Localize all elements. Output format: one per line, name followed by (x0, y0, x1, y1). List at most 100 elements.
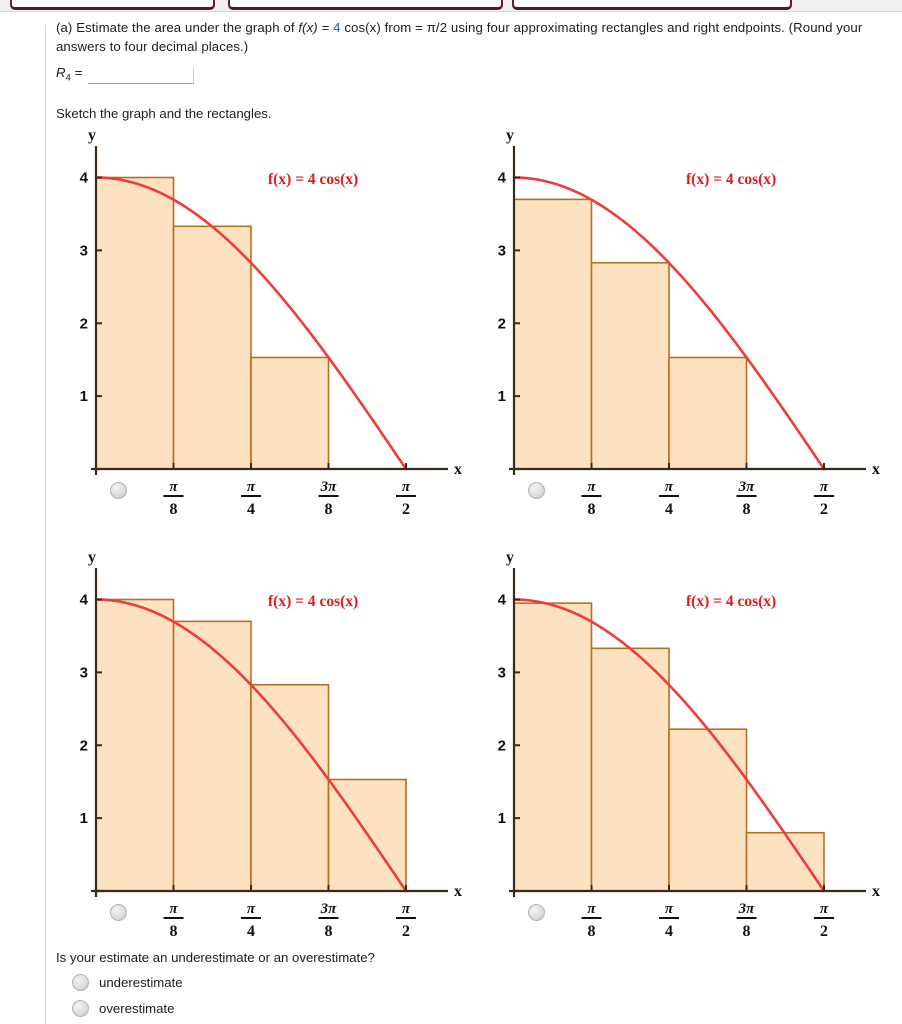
x-axis-label: x (872, 461, 880, 478)
bar-1 (513, 198, 593, 470)
y-axis-label: y (506, 549, 514, 566)
bar-3 (668, 356, 748, 470)
equals-1: = (317, 20, 334, 35)
option-overestimate[interactable]: overestimate (72, 1000, 656, 1017)
y-tick-label-1: 1 (80, 810, 88, 827)
browser-tab-1[interactable] (10, 0, 215, 10)
y-tick-label-1: 1 (498, 388, 506, 405)
function-notation: f(x) (298, 20, 318, 35)
y-tick-label-2: 2 (80, 737, 88, 754)
answer-label-subscript: 4 (65, 72, 71, 84)
question-statement: (a) Estimate the area under the graph of… (56, 18, 892, 56)
x-tick-denominator-4: 2 (402, 501, 410, 518)
function-curve (512, 598, 826, 893)
y-tick-label-3: 3 (80, 664, 88, 681)
browser-tab-strip (0, 0, 902, 12)
chart-option-b[interactable]: 1 2 3 4 π 8 π 4 3π 8 π 2 x y f(x) = 4 cos(x) (474, 124, 892, 546)
function-label: f(x) = 4 cos(x) (686, 171, 776, 188)
x-tick-denominator-1: 8 (170, 923, 178, 940)
radio-chart-b[interactable] (528, 482, 545, 499)
chart-row-top: 1 2 3 4 π 8 π 4 3π 8 π 2 x y f(x) = 4 cos(x) 1 2 3 4 π 8 π 4 3… (56, 124, 892, 546)
question-text-1: Estimate the area under the graph of (76, 20, 299, 35)
y-tick-label-2: 2 (498, 315, 506, 332)
y-tick-label-4: 4 (498, 592, 507, 609)
x-tick-denominator-3: 8 (743, 501, 751, 518)
option-underestimate[interactable]: underestimate (72, 974, 656, 991)
x-tick-numerator-3: 3π (738, 479, 756, 495)
question-text-2: cos(x) from (340, 20, 416, 35)
y-tick-label-1: 1 (80, 388, 88, 405)
radio-chart-c[interactable] (110, 904, 127, 921)
x-tick-denominator-4: 2 (402, 923, 410, 940)
function-curve (512, 176, 826, 471)
y-tick-label-2: 2 (498, 737, 506, 754)
question-part-label: (a) (56, 20, 73, 35)
x-tick-numerator-1: π (169, 901, 178, 917)
browser-tab-3[interactable] (512, 0, 792, 10)
x-tick-numerator-2: π (665, 901, 674, 917)
answer-label: R4 = (56, 65, 83, 84)
y-tick-label-3: 3 (498, 664, 506, 681)
bar-1 (95, 598, 175, 892)
x-tick-numerator-3: 3π (320, 479, 338, 495)
chart-d-svg: 1 2 3 4 π 8 π 4 3π 8 π 2 x y f(x) = 4 cos(x) (498, 549, 880, 940)
function-label: f(x) = 4 cos(x) (268, 593, 358, 610)
x-tick-denominator-1: 8 (588, 501, 596, 518)
bar-2 (172, 225, 252, 470)
y-axis-label: y (88, 549, 96, 566)
x-tick-denominator-3: 8 (325, 923, 333, 940)
x-axis-label: x (872, 883, 880, 900)
radio-chart-d[interactable] (528, 904, 545, 921)
r4-answer-input[interactable] (88, 66, 195, 84)
x-tick-numerator-4: π (402, 479, 411, 495)
x-tick-denominator-1: 8 (170, 501, 178, 518)
browser-tab-2[interactable] (228, 0, 503, 10)
chart-c-svg: 1 2 3 4 π 8 π 4 3π 8 π 2 x y f(x) = 4 cos(x) (80, 549, 462, 940)
function-label: f(x) = 4 cos(x) (686, 593, 776, 610)
x-tick-numerator-2: π (247, 901, 256, 917)
x-tick-denominator-2: 4 (247, 501, 255, 518)
bar-4 (745, 831, 825, 892)
x-tick-numerator-2: π (665, 479, 674, 495)
x-tick-denominator-3: 8 (743, 923, 751, 940)
x-tick-denominator-2: 4 (665, 501, 673, 518)
x-axis-label: x (454, 883, 462, 900)
radio-chart-a[interactable] (110, 482, 127, 499)
bar-3 (668, 728, 748, 892)
answer-equals: = (74, 65, 83, 80)
y-tick-label-2: 2 (80, 315, 88, 332)
option-overestimate-label: overestimate (99, 1001, 175, 1016)
radio-overestimate-icon[interactable] (72, 1000, 89, 1017)
x-axis-label: x (454, 461, 462, 478)
chart-option-d[interactable]: 1 2 3 4 π 8 π 4 3π 8 π 2 x y f(x) = 4 cos(x) (474, 546, 892, 968)
coefficient-value: 4 (333, 20, 341, 35)
bar-3 (250, 683, 330, 892)
function-label: f(x) = 4 cos(x) (268, 171, 358, 188)
chart-row-bottom: 1 2 3 4 π 8 π 4 3π 8 π 2 x y f(x) = 4 cos(x) 1 2 3 4 π 8 π 4 3… (56, 546, 892, 968)
chart-b-svg: 1 2 3 4 π 8 π 4 3π 8 π 2 x y f(x) = 4 cos(x) (498, 127, 880, 518)
x-tick-numerator-3: 3π (320, 901, 338, 917)
x-tick-numerator-1: π (587, 901, 596, 917)
x-tick-denominator-1: 8 (588, 923, 596, 940)
question-text-3: = π/2 using four approximating rectangle… (56, 20, 863, 54)
function-curve (94, 176, 408, 471)
content-divider (45, 26, 46, 1024)
x-tick-numerator-4: π (820, 479, 829, 495)
x-tick-denominator-4: 2 (820, 923, 828, 940)
function-curve (94, 598, 408, 893)
chart-option-a[interactable]: 1 2 3 4 π 8 π 4 3π 8 π 2 x y f(x) = 4 cos(x) (56, 124, 474, 546)
y-tick-label-4: 4 (80, 592, 89, 609)
radio-underestimate-icon[interactable] (72, 974, 89, 991)
x-tick-numerator-3: 3π (738, 901, 756, 917)
bar-2 (172, 620, 252, 892)
estimate-type-question: Is your estimate an underestimate or an … (56, 950, 656, 1017)
chart-option-c[interactable]: 1 2 3 4 π 8 π 4 3π 8 π 2 x y f(x) = 4 cos(x) (56, 546, 474, 968)
x-tick-numerator-1: π (169, 479, 178, 495)
x-tick-numerator-4: π (820, 901, 829, 917)
sketch-instruction: Sketch the graph and the rectangles. (56, 105, 272, 121)
bar-3 (250, 356, 330, 470)
y-tick-label-3: 3 (80, 242, 88, 259)
question-page: (a) Estimate the area under the graph of… (0, 12, 902, 1024)
y-axis-label: y (88, 127, 96, 144)
